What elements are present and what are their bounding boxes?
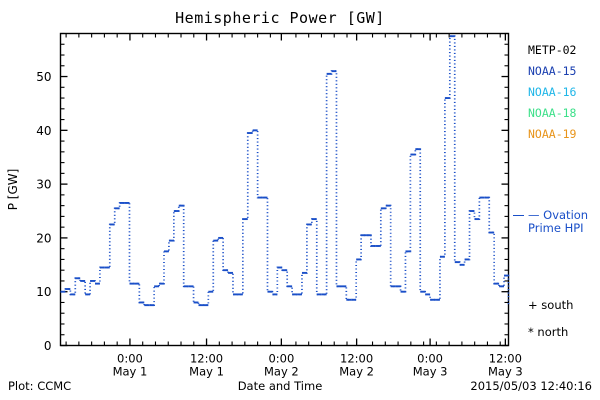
svg-text:20: 20 (36, 231, 51, 245)
page-title: Hemispheric Power [GW] (175, 9, 385, 27)
svg-text:0: 0 (44, 339, 52, 353)
svg-text:May 2: May 2 (264, 365, 299, 379)
y-tick-labels: 0 10 20 30 40 50 (36, 70, 51, 353)
plot-axes (59, 32, 510, 347)
legend-item-noaa-18: NOAA-18 (528, 106, 577, 120)
footer-timestamp: 2015/05/03 12:40:16 (470, 379, 592, 393)
svg-text:50: 50 (36, 70, 51, 84)
svg-text:0:00: 0:00 (268, 352, 294, 366)
svg-text:0:00: 0:00 (417, 352, 443, 366)
svg-text:12:00: 12:00 (340, 352, 373, 366)
svg-text:P [GW]: P [GW] (6, 169, 20, 211)
svg-text:40: 40 (36, 124, 51, 138)
svg-text:0:00: 0:00 (117, 352, 143, 366)
svg-text:12:00: 12:00 (190, 352, 223, 366)
svg-text:30: 30 (36, 178, 51, 192)
ovation-legend-line1: — Ovation (528, 208, 589, 222)
y-axis-label: P [GW] (6, 169, 20, 211)
legend-marker-north: * north (528, 325, 569, 339)
svg-text:May 1: May 1 (113, 365, 148, 379)
ovation-legend-dash (513, 215, 524, 216)
ovation-legend-label: — Ovation Prime HPI (528, 209, 588, 235)
svg-text:May 1: May 1 (189, 365, 224, 379)
legend-item-noaa-19: NOAA-19 (528, 127, 577, 141)
footer-plot-source: Plot: CCMC (8, 379, 72, 393)
legend-item-noaa-16: NOAA-16 (528, 85, 577, 99)
svg-text:May 3: May 3 (413, 365, 448, 379)
legend-item-metp-02: METP-02 (528, 43, 577, 57)
ovation-prime-hpi-series (60, 35, 510, 307)
legend-item-noaa-15: NOAA-15 (528, 64, 577, 78)
axis-ticks (60, 32, 509, 347)
x-axis-title: Date and Time (237, 379, 323, 393)
svg-text:10: 10 (36, 285, 51, 299)
legend-marker-south: + south (528, 298, 574, 312)
svg-text:May 3: May 3 (488, 365, 523, 379)
svg-text:May 2: May 2 (339, 365, 374, 379)
svg-text:12:00: 12:00 (489, 352, 522, 366)
ovation-legend-line2: Prime HPI (528, 221, 584, 235)
